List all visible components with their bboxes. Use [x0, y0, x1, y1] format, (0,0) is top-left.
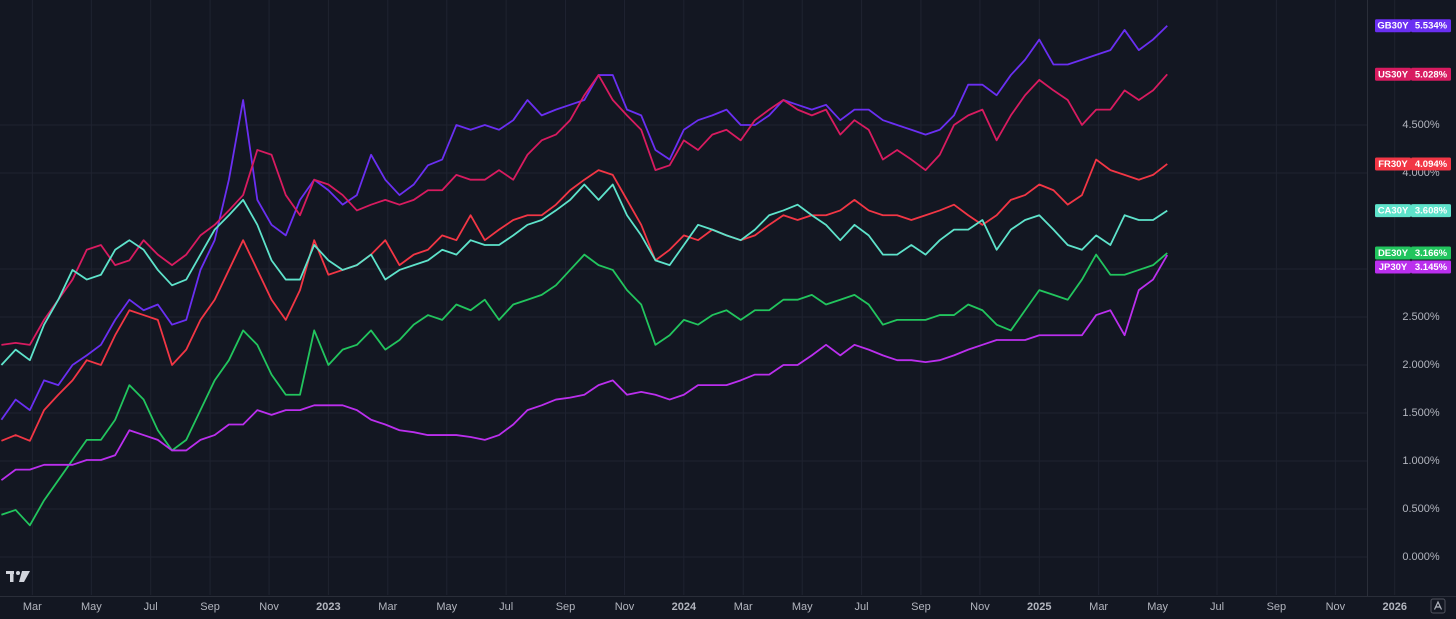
x-tick-label: Sep: [1267, 601, 1287, 613]
axes: 0.000%0.500%1.000%1.500%2.000%2.500%3.00…: [23, 119, 1440, 613]
price-tag-box: [1411, 204, 1451, 218]
x-tick-label: Jul: [1210, 601, 1224, 613]
y-tick-label: 1.000%: [1402, 455, 1440, 467]
x-tick-label: 2024: [672, 601, 697, 613]
series-line: [1, 252, 1168, 527]
x-tick-label: Mar: [23, 601, 42, 613]
y-tick-label: 0.500%: [1402, 503, 1440, 515]
series-tag-box: [1375, 246, 1411, 260]
y-tick-label: 1.500%: [1402, 407, 1440, 419]
x-tick-label: Sep: [556, 601, 576, 613]
x-tick-label: Nov: [259, 601, 279, 613]
price-tags: GB30Y 5.534% US30Y 5.028% FR30Y 4.094% CA30Y 3.…: [1375, 19, 1451, 274]
x-tick-label: Nov: [615, 601, 635, 613]
y-tick-label: 0.000%: [1402, 551, 1440, 563]
logo: [6, 571, 30, 582]
legend-entry: DE30Y: [1378, 248, 1409, 259]
x-tick-label: Jul: [144, 601, 158, 613]
y-tick-label: 2.000%: [1402, 359, 1440, 371]
x-tick-label: Mar: [378, 601, 397, 613]
legend-entry: GB30Y: [1377, 21, 1409, 32]
x-tick-label: May: [1147, 601, 1168, 613]
button-icon: [1433, 600, 1443, 610]
price-tag-box: [1411, 157, 1451, 171]
legend-entry: JP30Y: [1379, 262, 1408, 273]
last-value-label: 3.145%: [1415, 262, 1448, 273]
x-tick-label: May: [436, 601, 457, 613]
series-tag-box: [1375, 204, 1411, 218]
price-tag-box: [1411, 246, 1451, 260]
x-tick-label: Sep: [911, 601, 931, 613]
x-tick-label: Mar: [1089, 601, 1108, 613]
price-tag-box: [1411, 260, 1451, 274]
button-frame[interactable]: [1430, 598, 1446, 614]
y-tick-label: 4.500%: [1402, 119, 1440, 131]
series-tag-box: [1375, 67, 1411, 81]
legend-entry: US30Y: [1378, 69, 1409, 80]
x-tick-label: Jul: [499, 601, 513, 613]
x-tick-label: Jul: [855, 601, 869, 613]
y-tick-label: 2.500%: [1402, 311, 1440, 323]
last-value-label: 5.028%: [1415, 69, 1448, 80]
x-tick-label: Nov: [1326, 601, 1346, 613]
legend-entry: CA30Y: [1378, 206, 1409, 217]
series-tag-box: [1375, 260, 1411, 274]
series-line: [1, 73, 1168, 346]
x-tick-label: May: [792, 601, 813, 613]
x-tick-label: May: [81, 601, 102, 613]
logo-part: [16, 571, 20, 575]
x-tick-label: Sep: [200, 601, 220, 613]
logo-part: [10, 571, 14, 582]
series-line: [0, 183, 1168, 366]
price-tag-box: [1411, 19, 1451, 33]
x-tick-label: 2026: [1382, 601, 1406, 613]
series-line: [0, 25, 1168, 421]
series-tag-box: [1375, 157, 1411, 171]
last-value-label: 3.166%: [1415, 248, 1448, 259]
last-value-label: 5.534%: [1415, 21, 1448, 32]
x-tick-label: Nov: [970, 601, 990, 613]
auto-scale-button[interactable]: [1430, 598, 1446, 614]
x-tick-label: 2023: [316, 601, 340, 613]
series-line: [0, 254, 1169, 481]
x-tick-label: 2025: [1027, 601, 1051, 613]
series-tag-box: [1375, 19, 1411, 33]
legend-entry: FR30Y: [1378, 159, 1408, 170]
lines: [0, 25, 1169, 527]
logo-part: [19, 571, 30, 582]
last-value-label: 4.094%: [1415, 159, 1448, 170]
last-value-label: 3.608%: [1415, 206, 1448, 217]
grid: [0, 0, 1396, 595]
series-line: [1, 158, 1168, 442]
x-tick-label: Mar: [734, 601, 753, 613]
price-tag-box: [1411, 67, 1451, 81]
